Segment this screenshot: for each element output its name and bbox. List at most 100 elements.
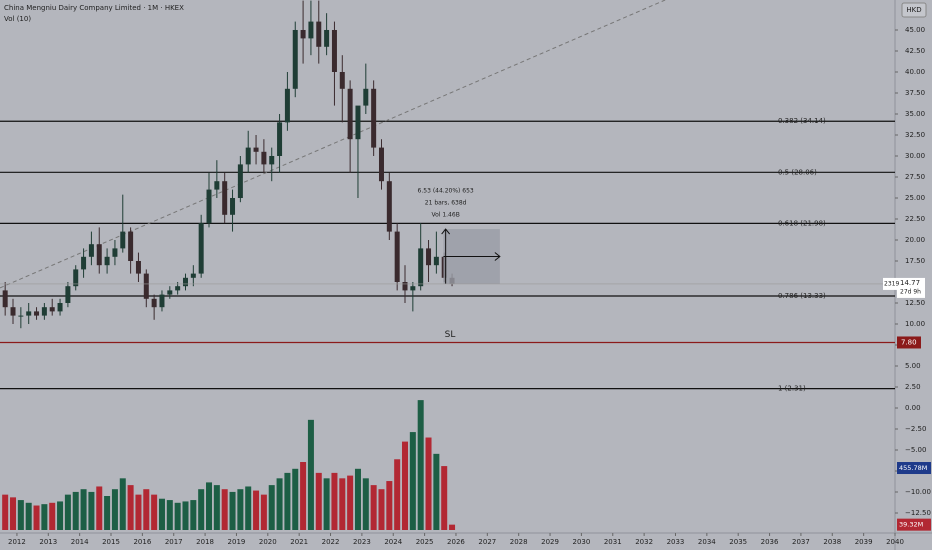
candle-body <box>292 29 298 89</box>
volume-bar <box>17 500 24 530</box>
volume-bar <box>206 482 213 530</box>
volume-bar <box>449 524 456 530</box>
volume-bar <box>127 485 134 530</box>
candle-body <box>175 286 181 291</box>
x-tick-label: 2039 <box>855 538 873 546</box>
y-tick-label: 32.50 <box>905 131 925 139</box>
candle-body <box>410 286 416 291</box>
x-tick-label: 2029 <box>541 538 559 546</box>
y-tick-label: 12.50 <box>905 299 925 307</box>
volume-bar <box>198 489 205 530</box>
volume-bar <box>394 459 401 530</box>
volume-bar <box>433 453 440 530</box>
x-tick-label: 2022 <box>322 538 340 546</box>
x-tick-label: 2035 <box>729 538 747 546</box>
candle-body <box>41 307 47 316</box>
candle-body <box>222 181 228 215</box>
measure-arrow <box>441 228 501 284</box>
volume-bar <box>331 472 338 530</box>
candle-body <box>57 302 63 312</box>
candle-body <box>347 88 353 140</box>
x-tick-label: 2036 <box>761 538 779 546</box>
candle-body <box>284 88 290 123</box>
y-tick-label: 0.00 <box>905 404 921 412</box>
volume-bar <box>378 489 385 530</box>
candle-body <box>331 29 337 72</box>
candle-body <box>371 88 377 148</box>
x-tick-label: 2030 <box>572 538 590 546</box>
volume-bar <box>339 478 346 530</box>
measure-text: 21 bars, 638d <box>425 200 467 207</box>
volume-bar <box>441 466 448 530</box>
volume-bar <box>25 502 32 530</box>
candle-body <box>214 181 220 190</box>
x-tick-label: 2024 <box>384 538 402 546</box>
x-tick-label: 2016 <box>133 538 151 546</box>
candle-body <box>363 88 369 106</box>
y-tick-label: 20.00 <box>905 236 925 244</box>
y-tick-label: −5.00 <box>905 446 926 454</box>
volume-bar <box>268 485 275 530</box>
volume-bar <box>245 486 252 530</box>
volume-bar <box>49 502 56 530</box>
candle-body <box>190 273 196 278</box>
fib-label: 1 (2.31) <box>778 385 806 393</box>
candle-body <box>112 248 118 257</box>
y-tick-label: 45.00 <box>905 26 925 34</box>
volume-bar <box>354 468 361 530</box>
trendline <box>0 0 666 289</box>
candle-body <box>277 122 283 156</box>
y-tick-label: 2.50 <box>905 383 921 391</box>
fib-label: 0.382 (34.14) <box>778 117 826 125</box>
stop-loss-label: SL <box>445 330 456 340</box>
volume-bar <box>307 419 314 530</box>
x-tick-label: 2031 <box>604 538 622 546</box>
volume-bar <box>182 501 189 530</box>
y-tick-label: 17.50 <box>905 257 925 265</box>
stop-loss-tag <box>897 336 921 349</box>
candle-body <box>65 286 71 303</box>
x-tick-label: 2023 <box>353 538 371 546</box>
volume-bar <box>300 462 307 530</box>
y-tick-label: −12.50 <box>905 509 931 517</box>
volume-bar <box>190 500 197 530</box>
volume-bar <box>229 491 236 530</box>
y-tick-label: 10.00 <box>905 320 925 328</box>
volume-bar <box>2 494 9 530</box>
stop-loss-price: 7.80 <box>901 338 917 346</box>
fib-label: 0.5 (28.06) <box>778 168 817 176</box>
candle-body <box>269 155 275 165</box>
volume-tag <box>897 518 931 531</box>
currency-box[interactable] <box>901 2 927 18</box>
candle-body <box>386 181 392 232</box>
candle-body <box>426 248 432 266</box>
volume-bar <box>166 500 173 530</box>
currency: HKD <box>906 6 921 14</box>
volume-bar <box>425 437 432 530</box>
volume-indicator: Vol (10) <box>4 15 31 23</box>
volume-bar <box>315 472 322 530</box>
volume-bar <box>80 489 87 530</box>
volume-bar <box>323 478 330 530</box>
volume-bar <box>260 494 267 530</box>
last-price-label: 14.77 <box>900 279 920 287</box>
x-tick-label: 2037 <box>792 538 810 546</box>
measure-text: Vol 1.46B <box>431 212 459 219</box>
candle-body <box>339 71 345 89</box>
x-tick-label: 2012 <box>8 538 26 546</box>
volume-bar <box>370 485 377 530</box>
volume-tag-label: 39.32M <box>899 521 923 529</box>
candle-body <box>230 197 236 215</box>
volume-bar <box>33 505 40 530</box>
volume-bar <box>88 491 95 530</box>
x-tick-label: 2019 <box>228 538 246 546</box>
y-tick-label: −10.00 <box>905 488 931 496</box>
candle-body <box>2 290 8 308</box>
volume-bar <box>417 400 424 530</box>
x-tick-label: 2015 <box>102 538 120 546</box>
volume-bar <box>386 481 393 530</box>
volume-bar <box>72 491 79 530</box>
y-tick-label: 22.50 <box>905 215 925 223</box>
x-tick-label: 2017 <box>165 538 183 546</box>
volume-bar <box>213 485 220 530</box>
